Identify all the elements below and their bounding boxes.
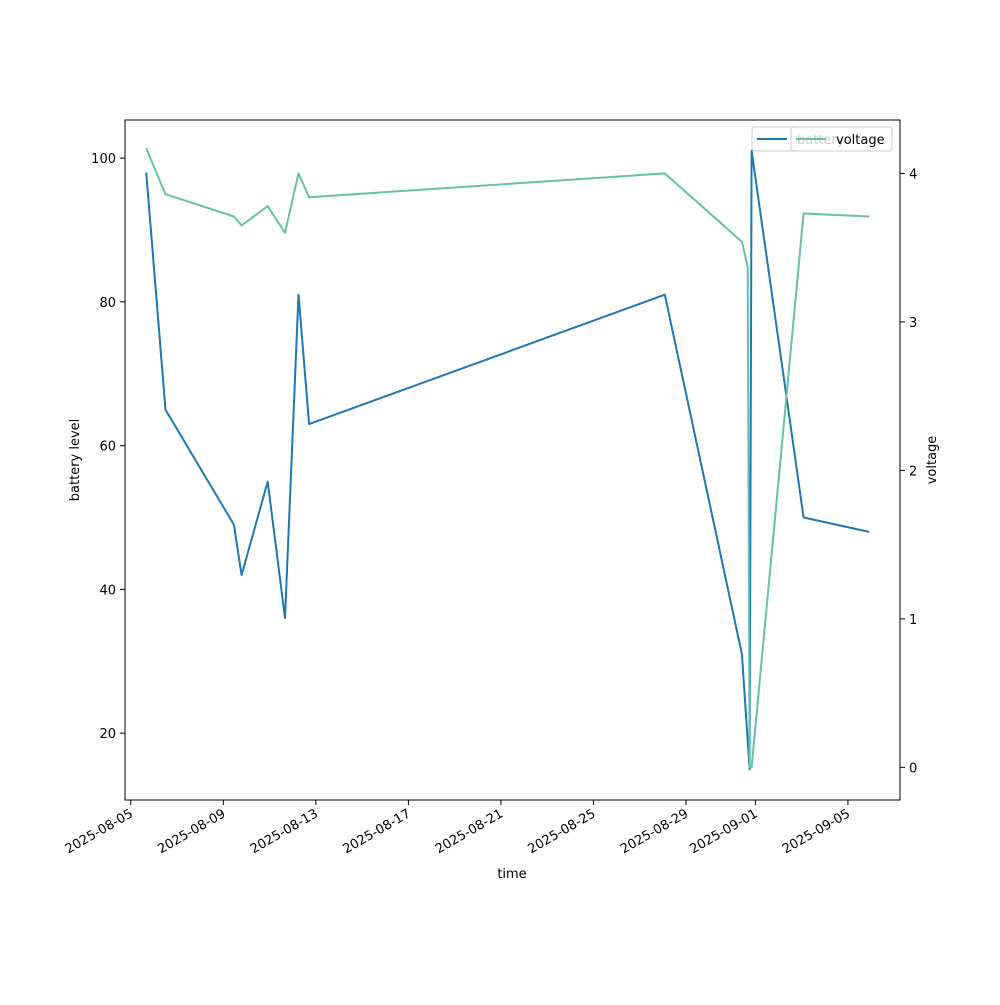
x-tick-label: 2025-08-17 xyxy=(340,806,413,857)
x-tick-label: 2025-08-13 xyxy=(248,806,321,857)
y-left-tick-label: 20 xyxy=(99,727,116,742)
series-lines xyxy=(145,147,870,771)
y-axis-right-title: voltage xyxy=(925,436,940,485)
y-right-tick-label: 3 xyxy=(909,316,917,331)
x-tick-label: 2025-08-25 xyxy=(526,806,599,857)
y-axis-right: 0 1 2 3 4 xyxy=(900,167,917,776)
x-axis: 2025-08-05 2025-08-09 2025-08-13 2025-08-17… xyxy=(63,800,853,857)
y-axis-left: 20 40 60 80 100 xyxy=(91,152,125,742)
y-right-tick-label: 1 xyxy=(909,613,917,628)
x-tick-label: 2025-08-05 xyxy=(63,806,136,857)
x-tick-label: 2025-09-01 xyxy=(687,806,760,857)
y-axis-left-title: battery level xyxy=(68,419,83,502)
series-line-voltage xyxy=(145,147,870,769)
y-right-tick-label: 0 xyxy=(909,761,917,776)
plot-frame xyxy=(124,119,901,801)
y-right-tick-label: 4 xyxy=(909,167,917,182)
y-left-tick-label: 40 xyxy=(99,583,116,598)
x-tick-label: 2025-09-05 xyxy=(780,806,853,857)
legend-box-voltage: voltage xyxy=(790,126,893,152)
y-right-tick-label: 2 xyxy=(909,464,917,479)
x-axis-title: time xyxy=(497,867,526,882)
y-left-tick-label: 60 xyxy=(99,440,116,455)
series-line-battery xyxy=(145,149,870,771)
x-tick-label: 2025-08-29 xyxy=(618,806,691,857)
legend-label-voltage: voltage xyxy=(836,133,885,148)
y-left-tick-label: 100 xyxy=(91,152,116,167)
y-left-tick-label: 80 xyxy=(99,296,116,311)
x-tick-label: 2025-08-21 xyxy=(433,806,506,857)
x-tick-label: 2025-08-09 xyxy=(155,806,228,857)
